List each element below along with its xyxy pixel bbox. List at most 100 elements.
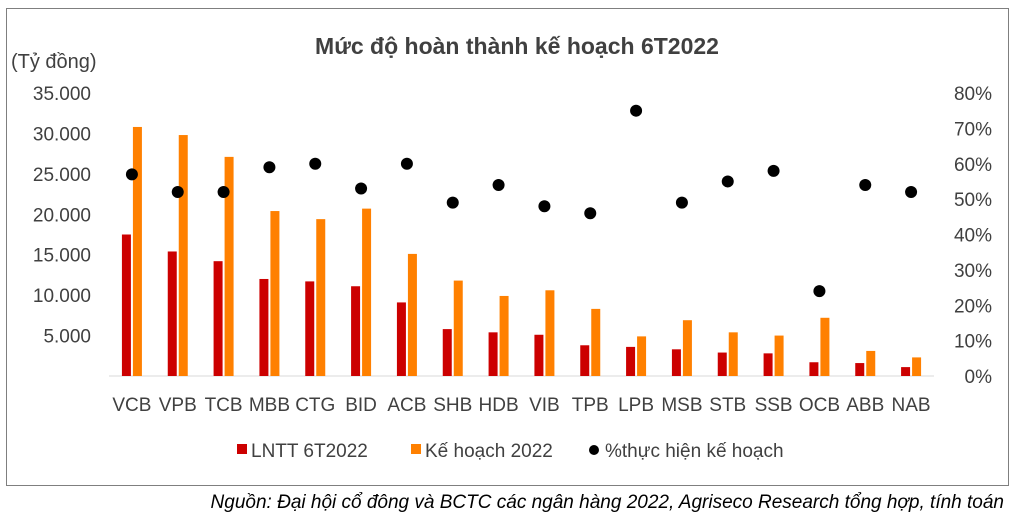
bar-kehoach-ssb [774, 335, 784, 376]
legend: LNTT 6T2022 Kế hoạch 2022 %thực hiện kế … [237, 441, 784, 462]
bar-lntt-abb [855, 363, 865, 376]
category-label-vpb: VPB [159, 395, 197, 416]
left-tick-label: 10.000 [33, 286, 91, 307]
bar-lntt-stb [717, 352, 727, 376]
left-tick-label: 30.000 [33, 124, 91, 145]
legend-marker-percent [589, 445, 599, 455]
bar-lntt-vib [534, 334, 544, 376]
bar-lntt-mbb [259, 278, 269, 376]
legend-label-lntt: LNTT 6T2022 [251, 441, 368, 462]
point-percent-vib [538, 200, 551, 213]
bar-kehoach-tpb [591, 308, 601, 376]
point-percent-shb [446, 196, 459, 209]
bar-lntt-shb [442, 329, 452, 376]
left-tick-label: 15.000 [33, 246, 91, 267]
category-label-acb: ACB [387, 395, 426, 416]
category-label-bid: BID [345, 395, 377, 416]
category-label-shb: SHB [433, 395, 472, 416]
bar-lntt-tpb [580, 345, 590, 376]
bar-kehoach-msb [682, 320, 692, 376]
bar-kehoach-hdb [499, 295, 509, 376]
point-percent-ctg [309, 157, 322, 170]
point-percent-vpb [171, 186, 184, 199]
right-tick-label: 80% [954, 84, 992, 105]
left-tick-label: 20.000 [33, 205, 91, 226]
bar-lntt-tcb [213, 261, 223, 376]
point-percent-bid [355, 182, 368, 195]
bar-kehoach-shb [453, 280, 463, 376]
legend-label-percent: %thực hiện kế hoạch [605, 441, 784, 462]
legend-label-kehoach: Kế hoạch 2022 [425, 441, 553, 462]
right-tick-label: 20% [954, 296, 992, 317]
category-label-nab: NAB [892, 395, 931, 416]
category-label-ctg: CTG [295, 395, 335, 416]
category-label-abb: ABB [846, 395, 884, 416]
bar-lntt-ctg [305, 281, 315, 376]
category-label-ssb: SSB [755, 395, 793, 416]
chart-frame: Mức độ hoàn thành kế hoạch 6T2022 (Tỷ đồ… [6, 8, 1009, 486]
chart-title: Mức độ hoàn thành kế hoạch 6T2022 [315, 33, 719, 59]
bar-kehoach-tcb [224, 156, 234, 376]
point-percent-abb [859, 178, 872, 191]
point-percent-vcb [125, 168, 138, 181]
category-label-tcb: TCB [205, 395, 243, 416]
point-percent-tpb [584, 207, 597, 220]
source-note: Nguồn: Đại hội cổ đông và BCTC các ngân … [210, 492, 1004, 513]
point-percent-ocb [813, 285, 826, 298]
point-percent-nab [905, 186, 918, 199]
point-percent-mbb [263, 161, 276, 174]
bar-kehoach-vcb [132, 126, 142, 377]
right-tick-label: 50% [954, 190, 992, 211]
right-tick-label: 70% [954, 119, 992, 140]
point-percent-tcb [217, 186, 230, 199]
point-percent-acb [400, 157, 413, 170]
bar-kehoach-vpb [178, 135, 188, 376]
category-label-hdb: HDB [479, 395, 519, 416]
bar-lntt-nab [901, 367, 911, 376]
category-label-vcb: VCB [112, 395, 151, 416]
bar-lntt-vpb [167, 251, 177, 376]
point-percent-hdb [492, 178, 505, 191]
category-labels: VCB VPB TCB MBB CTG BID ACB SHB HDB VIB TPB LPB MSB S… [112, 395, 930, 416]
left-tick-label: 5.000 [43, 327, 91, 348]
category-label-msb: MSB [661, 395, 702, 416]
right-axis-ticks: 0% 10% 20% 30% 40% 50% 60% 70% 80% [954, 84, 992, 388]
category-label-mbb: MBB [249, 395, 290, 416]
left-tick-label: 35.000 [33, 84, 91, 105]
bar-kehoach-bid [362, 208, 372, 376]
category-label-ocb: OCB [799, 395, 840, 416]
right-tick-label: 30% [954, 261, 992, 282]
bar-kehoach-ocb [820, 317, 830, 376]
bars-group [121, 126, 922, 377]
category-label-stb: STB [709, 395, 746, 416]
bar-lntt-hdb [488, 332, 498, 376]
legend-swatch-lntt [237, 444, 247, 454]
bar-kehoach-lpb [637, 336, 647, 376]
bar-lntt-msb [671, 349, 681, 376]
bar-lntt-vcb [121, 234, 131, 376]
bar-kehoach-abb [866, 350, 876, 376]
right-tick-label: 60% [954, 155, 992, 176]
point-percent-lpb [630, 104, 643, 117]
category-label-vib: VIB [529, 395, 560, 416]
legend-swatch-kehoach [411, 444, 421, 454]
bar-kehoach-nab [912, 357, 922, 376]
bar-kehoach-mbb [270, 211, 280, 376]
right-tick-label: 10% [954, 332, 992, 353]
point-percent-stb [721, 175, 734, 188]
category-label-tpb: TPB [572, 395, 609, 416]
bar-kehoach-acb [407, 253, 417, 376]
chart-svg: Mức độ hoàn thành kế hoạch 6T2022 (Tỷ đồ… [11, 33, 992, 462]
bar-lntt-acb [396, 302, 406, 376]
left-tick-label: 25.000 [33, 165, 91, 186]
right-tick-label: 40% [954, 226, 992, 247]
bar-lntt-ssb [763, 353, 773, 376]
bar-kehoach-ctg [316, 219, 326, 376]
bar-kehoach-vib [545, 290, 555, 376]
point-percent-ssb [767, 164, 780, 177]
bar-lntt-lpb [626, 346, 636, 376]
bar-lntt-ocb [809, 362, 819, 376]
category-label-lpb: LPB [618, 395, 654, 416]
bar-lntt-bid [351, 286, 361, 376]
left-axis-ticks: 5.000 10.000 15.000 20.000 25.000 30.000 35.00… [33, 84, 91, 348]
